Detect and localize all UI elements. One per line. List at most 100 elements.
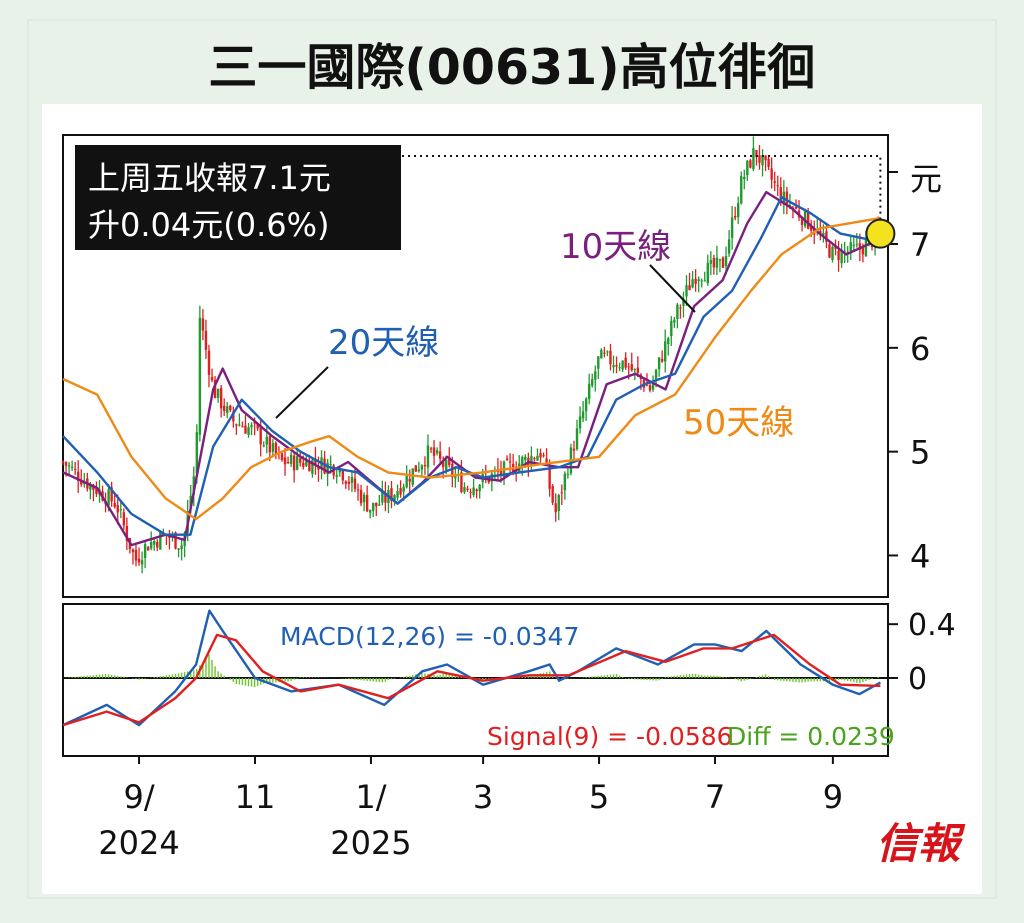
candle-body [837,250,840,261]
candle-body [499,469,503,474]
candle-body [119,509,122,511]
info-box-close: 上周五收報7.1元 [88,159,331,197]
candle-body [539,453,542,458]
x-tick-label: 9/ [123,778,154,816]
candle-body [825,231,828,242]
candle-body [831,246,834,260]
candle-body [244,425,247,434]
candle-body [603,352,606,354]
candle-body [861,247,865,255]
candle-body [785,191,789,204]
candle-body [843,250,846,252]
candle-body [800,218,804,225]
x-tick-label: 3 [473,778,493,816]
candle-body [359,490,363,504]
candle-body [268,436,272,453]
candle-body [554,503,557,513]
candle-body [773,181,776,183]
candle-body [140,560,144,565]
candle-body [691,279,694,288]
candle-body [335,475,338,477]
candle-body [350,477,354,483]
candle-body [77,471,80,481]
candle-body [633,369,636,371]
candle-body [150,541,153,549]
candle-body [609,350,612,365]
x-axis: 9/2024 11 1/2025 3 5 7 9 [98,756,843,862]
candle-body [420,465,424,470]
ma10-pointer [649,264,696,313]
candle-body [645,385,649,387]
candle-body [706,262,709,284]
candle-body [840,249,843,264]
moving-average-lines [62,190,881,547]
candle-body [806,211,810,229]
candle-body [384,492,387,503]
candle-body [362,494,366,503]
candle-body [271,443,275,452]
candle-body [810,226,813,231]
candle-body [423,465,427,467]
y-tick-label: 5 [910,434,930,472]
candle-body [566,473,570,475]
candle-body [667,338,670,345]
x-tick-label: 9 [823,778,843,816]
candle-body [828,244,831,258]
candle-body [110,487,113,502]
candle-body [627,366,630,368]
candle-body [438,451,442,459]
candle-body [280,453,284,460]
candle-body [600,349,603,359]
candle-body [399,488,402,495]
last-price-highlight [865,218,896,249]
candle-body [697,279,700,281]
candle-body [308,460,311,472]
candle-body [508,461,512,463]
candle-body [563,473,567,491]
candle-body [429,448,433,450]
candle-body [578,416,582,429]
candle-body [314,458,317,464]
candle-body [73,468,77,470]
candle-body [858,243,862,250]
candle-body [329,463,332,465]
x-tick-year-label: 2024 [98,824,179,862]
x-tick-label: 1/ [355,778,386,816]
candle-body [137,558,141,563]
candle-body [180,545,183,550]
candle-body [764,155,767,161]
candle-body [740,176,743,204]
candle-body [107,489,110,506]
candle-body [222,405,226,412]
y-tick-label: 4 [910,537,930,575]
candle-body [670,320,673,337]
candle-body [448,456,451,466]
candle-body [536,455,539,461]
ma20-label: 20天線 [328,323,439,363]
candle-body [64,462,68,466]
candle-body [250,424,253,428]
candle-body [286,462,290,464]
candle-body [794,206,798,209]
candle-body [238,424,241,426]
candle-body [591,379,594,386]
candle-body [597,356,600,369]
candle-body [89,483,92,490]
brand-logo: 信報 [876,819,966,868]
candle-body [612,365,615,368]
candle-body [353,478,357,489]
candle-body [232,411,235,422]
candle-body [302,462,305,467]
candle-body [414,465,418,472]
candle-body [548,466,551,489]
candle-body [636,367,640,373]
candle-body [61,461,65,463]
candle-body [390,488,393,501]
candle-body [524,456,527,461]
candle-body [356,489,360,491]
macd-y-tick-label: 0.4 [908,608,956,643]
candle-body [855,244,859,246]
candle-body [156,541,159,548]
